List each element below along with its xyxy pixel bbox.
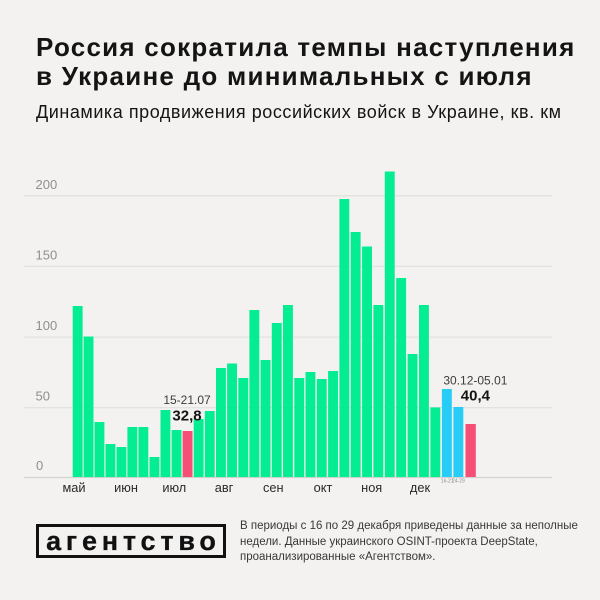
svg-text:24-29: 24-29 (452, 479, 465, 485)
svg-text:июн: июн (114, 480, 138, 495)
svg-text:сен: сен (263, 480, 284, 495)
svg-text:200: 200 (36, 177, 58, 192)
svg-text:авг: авг (215, 480, 234, 495)
svg-text:40,4: 40,4 (461, 388, 491, 405)
svg-text:100: 100 (36, 318, 58, 333)
svg-text:0: 0 (36, 458, 43, 473)
svg-text:16-21: 16-21 (441, 479, 454, 485)
svg-text:15-21.07: 15-21.07 (163, 393, 211, 407)
svg-text:дек: дек (410, 480, 431, 495)
svg-text:июл: июл (162, 480, 186, 495)
svg-text:50: 50 (36, 389, 50, 404)
svg-text:150: 150 (36, 248, 58, 263)
svg-text:окт: окт (314, 480, 333, 495)
svg-text:май: май (62, 480, 85, 495)
svg-text:32,8: 32,8 (172, 408, 201, 425)
svg-text:ноя: ноя (361, 480, 382, 495)
svg-text:30.12-05.01: 30.12-05.01 (443, 374, 507, 388)
